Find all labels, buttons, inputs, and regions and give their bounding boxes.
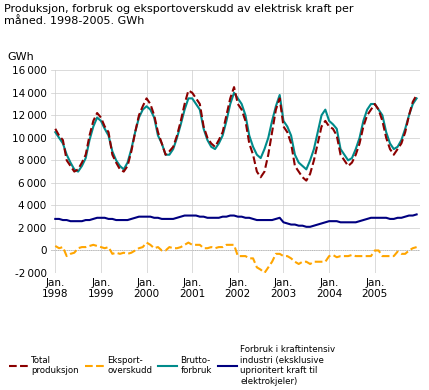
Text: Produksjon, forbruk og eksportoverskudd av elektrisk kraft per
måned. 1998-2005.: Produksjon, forbruk og eksportoverskudd … (4, 4, 354, 25)
Text: GWh: GWh (7, 52, 34, 62)
Legend: Total
produksjon, Eksport-
overskudd, Brutto-
forbruk, Forbruk i kraftintensiv
i: Total produksjon, Eksport- overskudd, Br… (9, 346, 335, 386)
